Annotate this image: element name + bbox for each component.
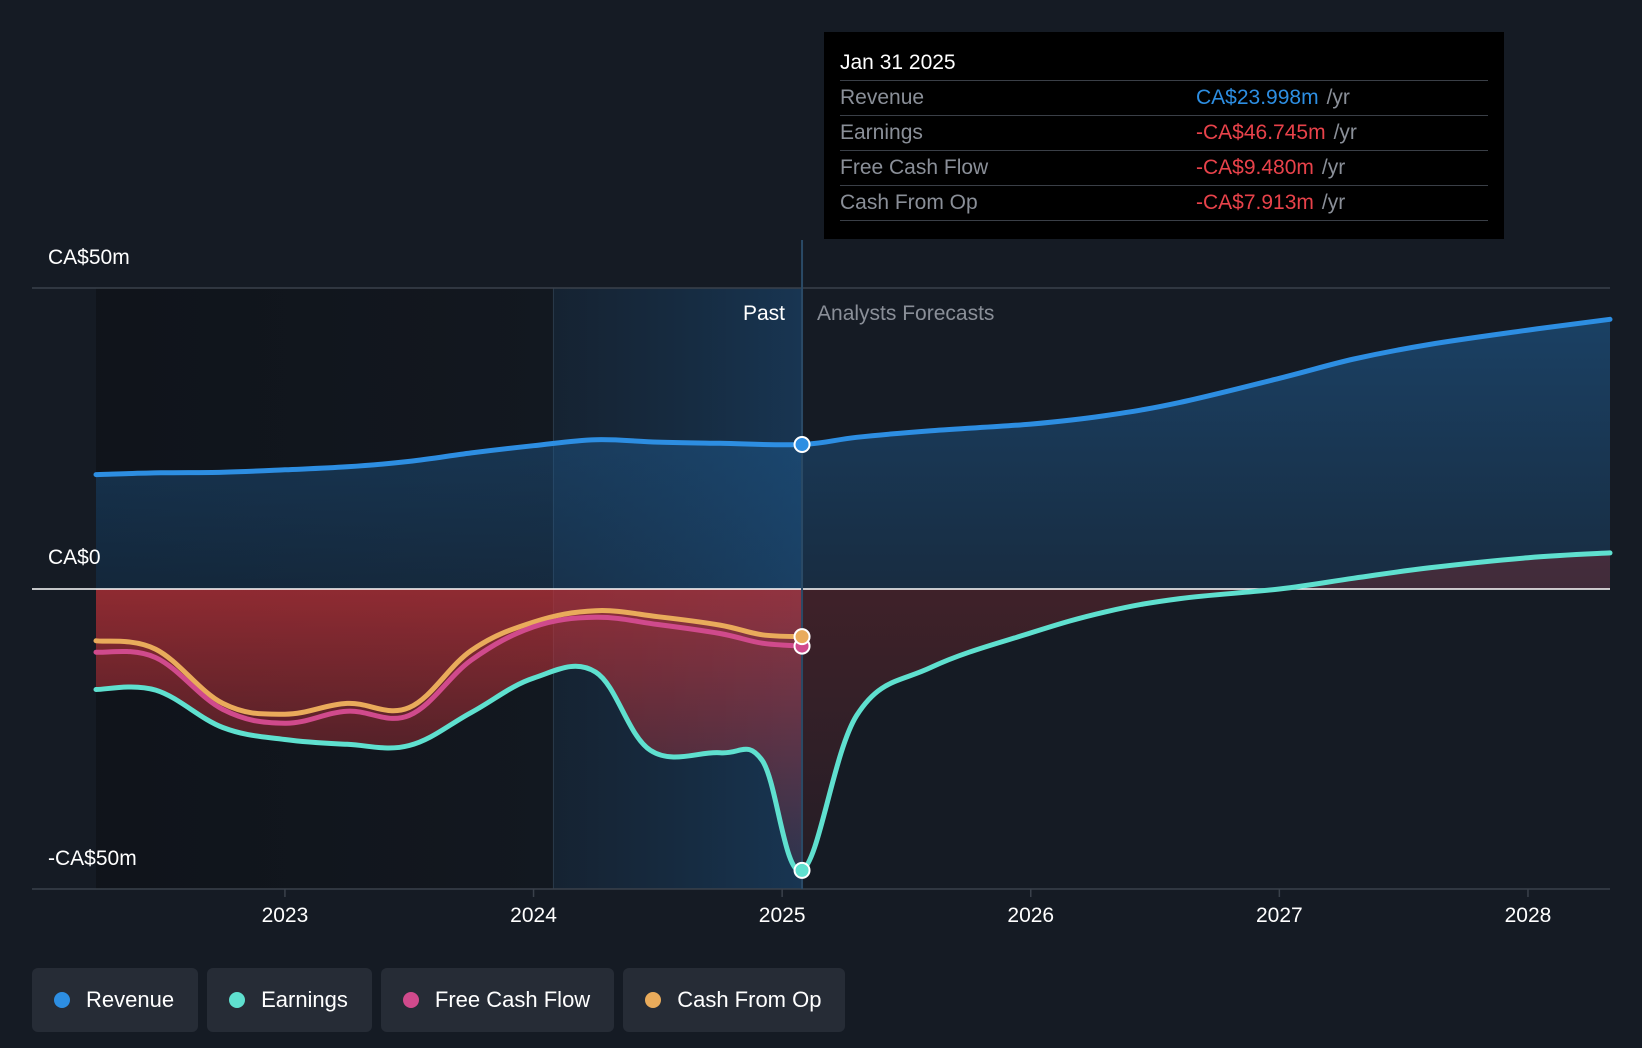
y-tick-label: -CA$50m <box>48 847 137 870</box>
tooltip-unit: /yr <box>1321 191 1346 214</box>
tooltip-label: Cash From Op <box>840 191 978 214</box>
legend-dot-icon <box>54 992 70 1008</box>
earnings-negative-area-past <box>96 589 803 871</box>
past-label: Past <box>743 302 785 325</box>
y-tick-label: CA$0 <box>48 546 101 569</box>
legend-item-free-cash-flow[interactable]: Free Cash Flow <box>380 968 615 1032</box>
current-value-markers <box>793 436 811 879</box>
earnings-line <box>93 550 1613 873</box>
tooltip-row-free-cash-flow: Free Cash Flow -CA$9.480m /yr <box>840 150 1488 185</box>
x-tick-label: 2023 <box>262 904 309 927</box>
legend-dot-icon <box>402 992 419 1008</box>
y-axis: CA$50m CA$0 -CA$50m <box>48 246 137 870</box>
revenue-marker <box>793 436 811 454</box>
legend-dot-icon <box>229 992 246 1008</box>
legend-label: Earnings <box>261 987 348 1012</box>
analysts-forecasts-label: Analysts Forecasts <box>817 302 994 325</box>
x-axis: 2023 2024 2025 2026 2027 2028 <box>262 889 1552 927</box>
tooltip-label: Free Cash Flow <box>840 156 989 179</box>
tooltip-value: -CA$9.480m <box>1196 156 1314 179</box>
earnings-negative-area-forecast <box>802 552 1610 871</box>
tooltip-value: -CA$7.913m <box>1196 191 1314 214</box>
legend-dot-icon <box>645 992 662 1008</box>
x-tick-label: 2024 <box>510 904 557 927</box>
tooltip-unit: /yr <box>1333 121 1357 144</box>
x-tick-label: 2025 <box>759 904 806 927</box>
tooltip-value: -CA$46.745m <box>1196 121 1326 144</box>
revenue-area <box>96 319 1610 589</box>
earnings-marker <box>793 861 811 879</box>
tooltip-value: CA$23.998m <box>1196 86 1319 109</box>
tooltip-label: Revenue <box>840 86 925 109</box>
x-tick-label: 2026 <box>1007 904 1054 927</box>
legend-item-revenue[interactable]: Revenue <box>32 968 199 1032</box>
tooltip-label: Earnings <box>840 121 923 144</box>
tooltip-row-revenue: Revenue CA$23.998m /yr <box>840 80 1488 115</box>
tooltip: Jan 31 2025 Revenue CA$23.998m /yr Earni… <box>824 32 1504 239</box>
tooltip-unit: /yr <box>1326 86 1350 109</box>
legend-item-earnings[interactable]: Earnings <box>207 968 372 1032</box>
cash-from-op-marker <box>793 628 811 646</box>
free-cash-flow-line <box>93 614 805 726</box>
legend-item-cash-from-op[interactable]: Cash From Op <box>623 968 846 1032</box>
cash-from-op-line <box>93 608 805 717</box>
y-tick-label: CA$50m <box>48 246 130 269</box>
tooltip-row-earnings: Earnings -CA$46.745m /yr <box>840 115 1488 150</box>
x-tick-label: 2027 <box>1256 904 1303 927</box>
legend-label: Cash From Op <box>677 987 822 1012</box>
legend: Revenue Earnings Free Cash Flow Cash Fro… <box>32 968 846 1032</box>
tooltip-date: Jan 31 2025 <box>840 51 956 74</box>
x-tick-label: 2028 <box>1505 904 1552 927</box>
tooltip-row-cash-from-op: Cash From Op -CA$7.913m /yr <box>840 185 1488 221</box>
tooltip-unit: /yr <box>1321 156 1346 179</box>
legend-label: Free Cash Flow <box>434 987 591 1012</box>
legend-label: Revenue <box>86 987 175 1012</box>
